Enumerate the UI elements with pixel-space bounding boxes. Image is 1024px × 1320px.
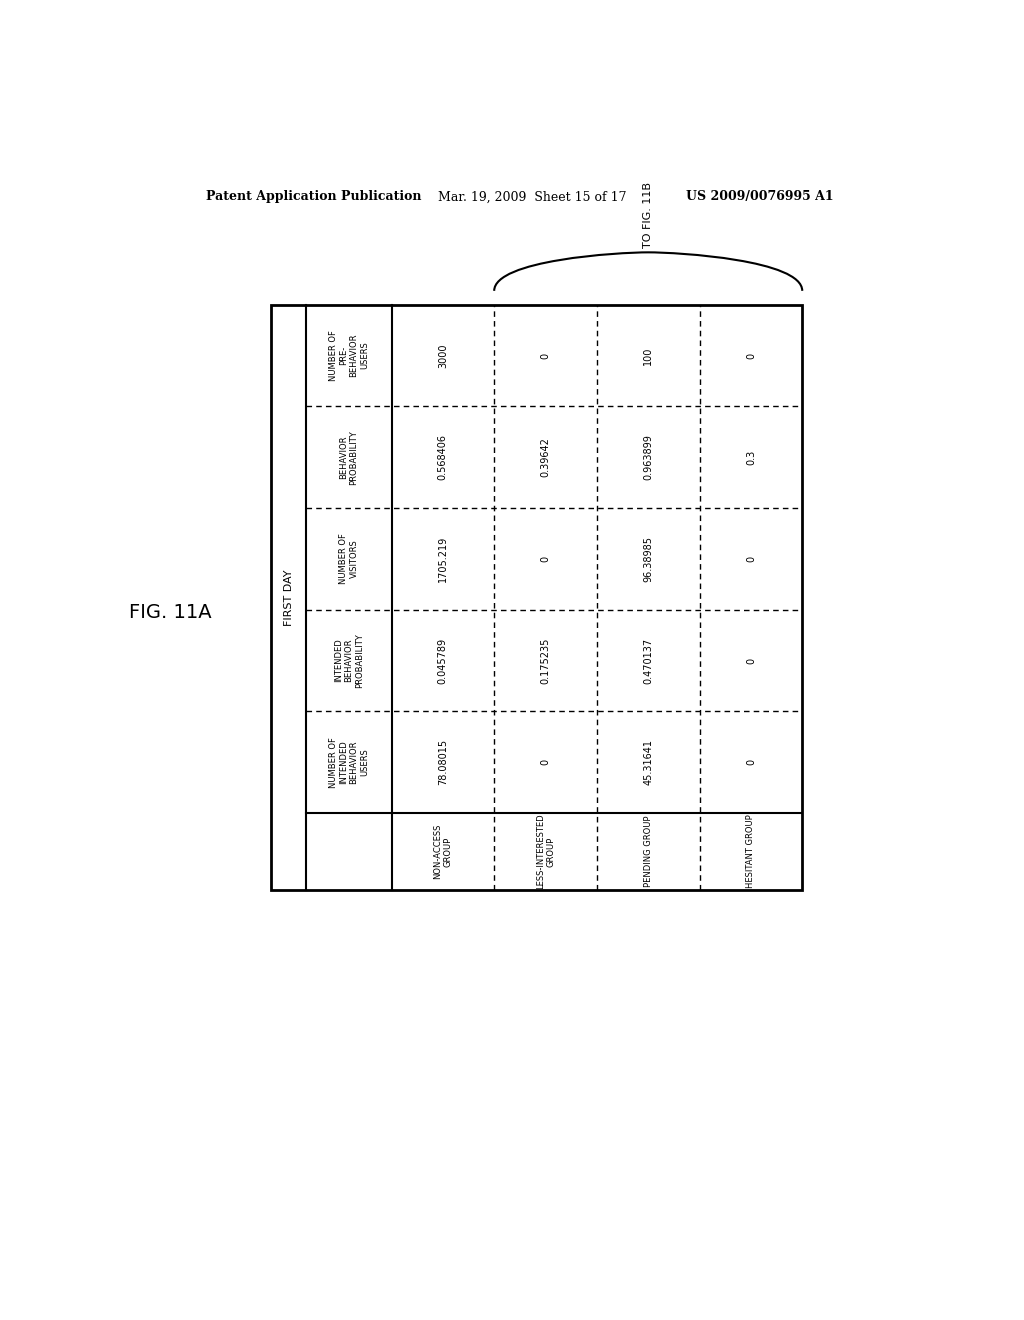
Text: FIRST DAY: FIRST DAY bbox=[284, 569, 294, 626]
Text: NON-ACCESS
GROUP: NON-ACCESS GROUP bbox=[433, 824, 453, 879]
Text: Patent Application Publication: Patent Application Publication bbox=[206, 190, 421, 203]
Text: 78.08015: 78.08015 bbox=[438, 739, 447, 785]
Text: 0: 0 bbox=[541, 556, 551, 562]
Text: 1705.219: 1705.219 bbox=[438, 536, 447, 582]
Text: 0: 0 bbox=[541, 352, 551, 359]
Text: HESITANT GROUP: HESITANT GROUP bbox=[746, 814, 756, 888]
Text: BEHAVIOR
PROBABILITY: BEHAVIOR PROBABILITY bbox=[339, 430, 358, 484]
Text: 0: 0 bbox=[541, 759, 551, 766]
Text: 100: 100 bbox=[643, 346, 653, 364]
Text: 0: 0 bbox=[745, 556, 756, 562]
Text: NUMBER OF
INTENDED
BEHAVIOR
USERS: NUMBER OF INTENDED BEHAVIOR USERS bbox=[329, 737, 369, 788]
Text: 0.568406: 0.568406 bbox=[438, 434, 447, 480]
Text: US 2009/0076995 A1: US 2009/0076995 A1 bbox=[686, 190, 834, 203]
Text: 0.045789: 0.045789 bbox=[438, 638, 447, 684]
Bar bbox=[271, 305, 802, 890]
Text: 45.31641: 45.31641 bbox=[643, 739, 653, 785]
Text: INTENDED
BEHAVIOR
PROBABILITY: INTENDED BEHAVIOR PROBABILITY bbox=[334, 634, 364, 688]
Text: 96.38985: 96.38985 bbox=[643, 536, 653, 582]
Text: 0.39642: 0.39642 bbox=[541, 437, 551, 477]
Text: 3000: 3000 bbox=[438, 343, 447, 368]
Text: 0: 0 bbox=[745, 759, 756, 766]
Text: FIG. 11A: FIG. 11A bbox=[129, 603, 212, 622]
Text: 0.470137: 0.470137 bbox=[643, 638, 653, 684]
Text: PENDING GROUP: PENDING GROUP bbox=[644, 816, 652, 887]
Text: LESS-INTERESTED
GROUP: LESS-INTERESTED GROUP bbox=[536, 813, 555, 890]
Text: TO FIG. 11B: TO FIG. 11B bbox=[643, 182, 653, 248]
Text: NUMBER OF
VISITORS: NUMBER OF VISITORS bbox=[339, 533, 358, 585]
Text: 0: 0 bbox=[745, 657, 756, 664]
Text: 0.175235: 0.175235 bbox=[541, 638, 551, 684]
Text: 0: 0 bbox=[745, 352, 756, 359]
Text: Mar. 19, 2009  Sheet 15 of 17: Mar. 19, 2009 Sheet 15 of 17 bbox=[438, 190, 627, 203]
Text: NUMBER OF
PRE-
BEHAVIOR
USERS: NUMBER OF PRE- BEHAVIOR USERS bbox=[329, 330, 369, 381]
Text: 0.963899: 0.963899 bbox=[643, 434, 653, 480]
Text: 0.3: 0.3 bbox=[745, 450, 756, 465]
